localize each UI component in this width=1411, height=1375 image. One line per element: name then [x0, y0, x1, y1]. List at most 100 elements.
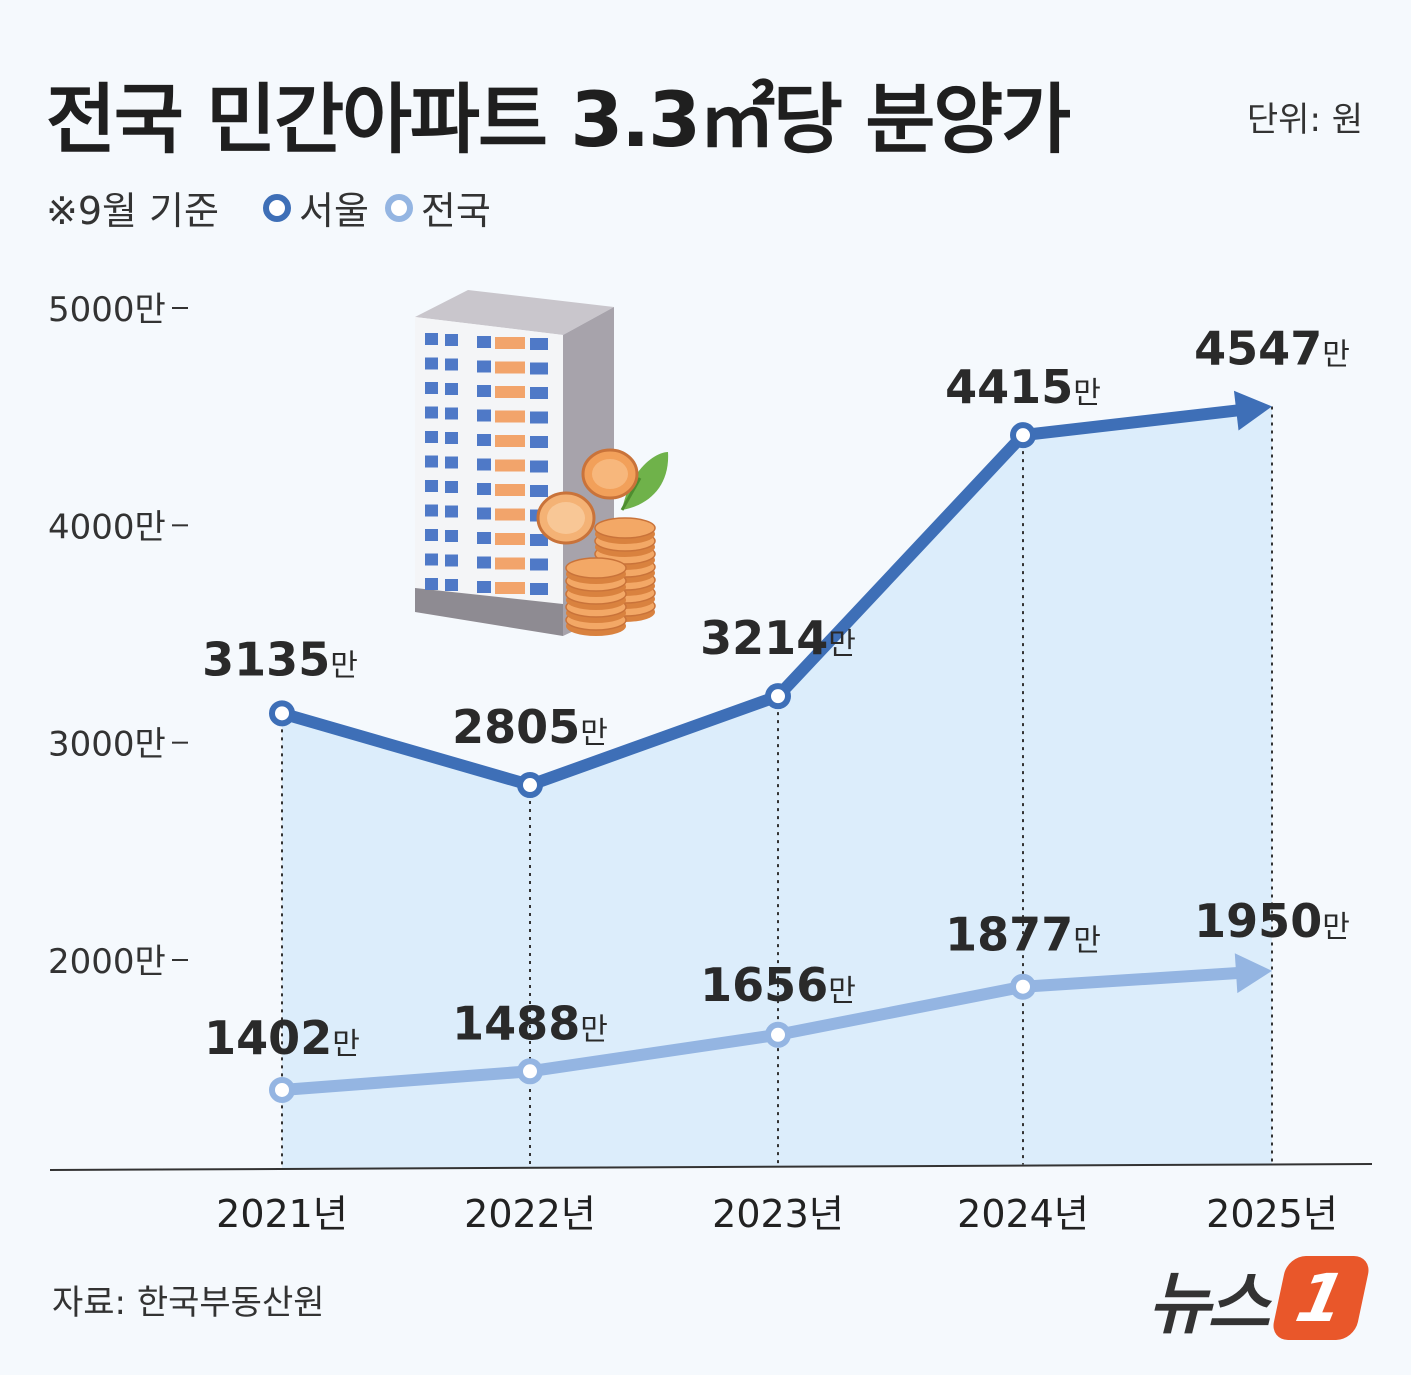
window-icon: [445, 334, 458, 346]
apartment-coins-illustration: [415, 290, 669, 636]
window-icon: [445, 579, 458, 591]
data-label: 4415만: [945, 360, 1101, 414]
window-icon: [477, 532, 491, 544]
legend-item-national: 전국: [384, 180, 491, 235]
window-icon: [495, 508, 525, 521]
data-point: [765, 1021, 791, 1048]
window-icon: [530, 534, 548, 546]
legend-label-national: 전국: [420, 189, 491, 233]
x-tick-label: 2024년: [957, 1192, 1089, 1236]
data-label: 1488만: [452, 996, 608, 1050]
data-label: 3135만: [202, 632, 358, 686]
window-icon: [530, 387, 548, 399]
window-icon: [495, 337, 525, 349]
building-base: [415, 588, 563, 636]
window-icon: [495, 386, 525, 398]
seoul-marker-icon: [262, 193, 291, 222]
window-icon: [425, 382, 438, 394]
window-icon: [530, 583, 548, 595]
window-icon: [495, 484, 525, 496]
x-axis: 2021년 2022년 2023년 2024년 2025년: [216, 1192, 1338, 1236]
legend-label-seoul: 서울: [298, 189, 369, 233]
x-axis-baseline: [49, 1163, 1373, 1171]
data-point: [1010, 422, 1036, 449]
unit-label: 단위: 원: [1246, 100, 1363, 140]
window-icon: [425, 480, 438, 492]
window-icon: [445, 407, 458, 420]
x-tick-label: 2023년: [712, 1192, 844, 1236]
window-icon: [425, 578, 438, 590]
data-point: [517, 772, 543, 799]
y-tick-label: 3000만: [48, 725, 166, 765]
data-label: 2805만: [452, 700, 608, 754]
logo-number: 1: [1270, 1255, 1373, 1340]
window-icon: [425, 431, 438, 443]
y-axis: 2000만 3000만 4000만 5000만: [48, 290, 188, 982]
leaf-icon: [622, 452, 669, 510]
data-label: 1877만: [945, 908, 1101, 962]
legend-item-seoul: 서울: [262, 180, 369, 235]
arrow-head-icon: [1234, 953, 1272, 994]
window-icon: [425, 455, 438, 468]
coin-icon: [594, 517, 656, 539]
window-icon: [477, 458, 491, 471]
window-icon: [495, 361, 525, 374]
window-icon: [445, 432, 458, 444]
logo-word: 뉴스: [1148, 1265, 1270, 1344]
x-tick-label: 2021년: [216, 1192, 348, 1236]
x-tick-label: 2025년: [1206, 1192, 1338, 1236]
y-tick-label: 4000만: [48, 507, 166, 547]
window-icon: [495, 459, 525, 472]
window-icon: [495, 557, 525, 570]
window-icon: [477, 556, 491, 569]
national-marker-icon: [384, 193, 413, 222]
data-point: [269, 1076, 295, 1103]
window-icon: [477, 409, 491, 422]
data-label: 4547만: [1194, 321, 1350, 375]
window-icon: [530, 411, 548, 424]
window-icon: [530, 460, 548, 473]
window-icon: [425, 504, 438, 517]
source-label: 자료: 한국부동산원: [52, 1283, 325, 1323]
window-icon: [445, 505, 458, 518]
window-icon: [425, 357, 438, 370]
window-icon: [530, 436, 548, 448]
window-icon: [530, 338, 548, 350]
window-icon: [495, 435, 525, 447]
window-icon: [477, 507, 491, 520]
window-icon: [477, 336, 491, 348]
x-tick-label: 2022년: [464, 1192, 596, 1236]
y-tick-label: 5000만: [48, 290, 166, 330]
window-icon: [477, 360, 491, 373]
window-icon: [445, 383, 458, 395]
data-point: [1010, 973, 1036, 1000]
window-icon: [425, 553, 438, 566]
window-icon: [445, 456, 458, 469]
arrow-head-icon: [1233, 390, 1272, 431]
window-icon: [425, 406, 438, 419]
series-layer: [269, 390, 1272, 1103]
building-windows: [425, 333, 548, 595]
window-icon: [445, 481, 458, 493]
window-icon: [477, 385, 491, 397]
window-icon: [530, 485, 548, 497]
coin-stacks: [565, 517, 656, 636]
y-tick-label: 2000만: [48, 942, 166, 982]
window-icon: [495, 582, 525, 594]
window-icon: [530, 558, 548, 571]
news1-logo: 뉴스 1: [1148, 1248, 1373, 1347]
building-roof: [415, 290, 614, 335]
legend-note: ※9월 기준: [46, 189, 219, 233]
data-point: [269, 700, 295, 727]
window-icon: [425, 529, 438, 541]
coin-icon: [565, 557, 627, 579]
data-label: 1402만: [204, 1011, 360, 1065]
window-icon: [445, 554, 458, 567]
window-icon: [530, 362, 548, 375]
window-icon: [445, 358, 458, 371]
data-label: 1656만: [700, 958, 856, 1012]
window-icon: [425, 333, 438, 345]
data-point: [517, 1058, 543, 1085]
data-point: [765, 683, 791, 710]
